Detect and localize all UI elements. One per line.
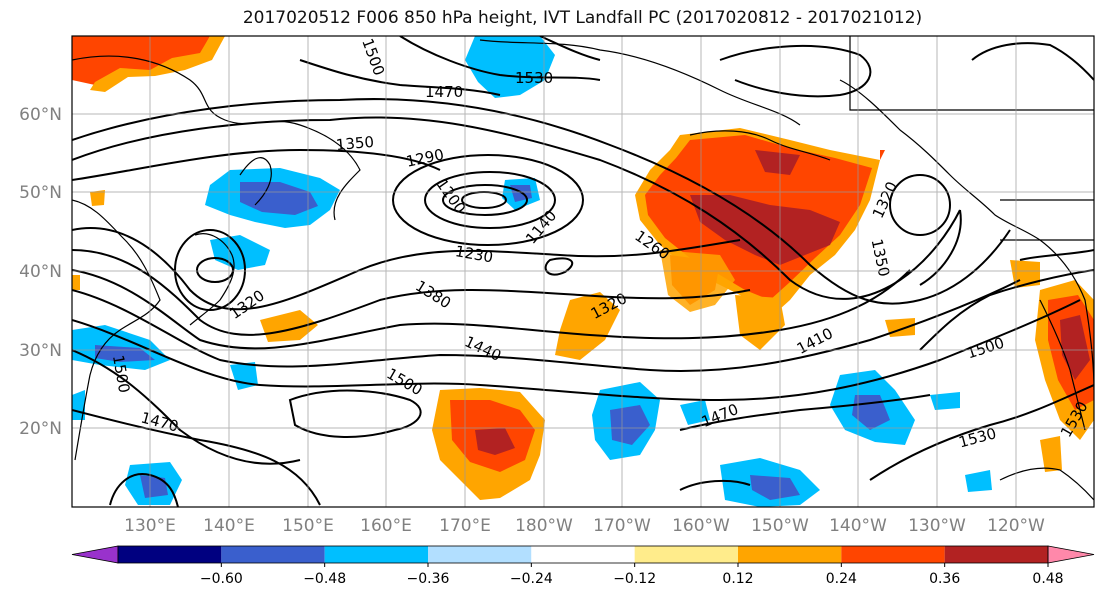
contour-label: 1350 — [335, 133, 375, 154]
lon-label: 130°W — [908, 516, 966, 536]
map-frame — [71, 35, 1095, 508]
colorbar-tick-label: 0.12 — [722, 571, 753, 587]
latitude-labels: 60°N 50°N 40°N 30°N 20°N — [19, 105, 62, 439]
colorbar-box — [531, 546, 635, 563]
lat-label: 50°N — [19, 183, 62, 203]
lon-label: 170°E — [439, 516, 491, 536]
colorbar-box — [634, 546, 738, 563]
contour-label: 1530 — [515, 69, 553, 87]
colorbar-tick-label: −0.24 — [510, 571, 553, 587]
colorbar-extend-max — [1047, 545, 1095, 564]
colorbar-box — [944, 546, 1048, 563]
colorbar-box — [738, 546, 842, 563]
lon-label: 150°E — [282, 516, 334, 536]
lat-label: 40°N — [19, 262, 62, 282]
colorbar: −0.60 −0.48 −0.36 −0.24 −0.12 0.12 0.24 0.36 0.4… — [71, 545, 1095, 587]
lon-label: 140°E — [203, 516, 255, 536]
colorbar-tick-label: 0.48 — [1032, 571, 1063, 587]
lat-label: 20°N — [19, 419, 62, 439]
colorbar-tick-label: −0.36 — [407, 571, 450, 587]
lon-label: 180°W — [515, 516, 573, 536]
colorbar-box — [841, 546, 945, 563]
longitude-labels: 130°E 140°E 150°E 160°E 170°E 180°W 170°… — [124, 516, 1045, 536]
lat-label: 30°N — [19, 341, 62, 361]
contour-label: 1470 — [425, 83, 463, 101]
colorbar-tick-label: −0.12 — [613, 571, 656, 587]
colorbar-tick-label: −0.48 — [303, 571, 346, 587]
graticule — [72, 36, 1094, 507]
lon-label: 160°E — [360, 516, 412, 536]
lon-label: 160°W — [672, 516, 730, 536]
colorbar-tick-label: 0.36 — [929, 571, 960, 587]
lon-label: 150°W — [751, 516, 809, 536]
colorbar-frame — [117, 545, 1049, 564]
colorbar-box — [221, 546, 325, 563]
lat-label: 60°N — [19, 105, 62, 125]
ivt-shading — [72, 36, 1094, 507]
lon-label: 130°E — [124, 516, 176, 536]
colorbar-box — [324, 546, 428, 563]
lon-label: 170°W — [593, 516, 651, 536]
colorbar-box — [118, 546, 222, 563]
colorbar-extend-min — [71, 545, 119, 564]
lon-label: 140°W — [829, 516, 887, 536]
colorbar-tick-label: 0.24 — [826, 571, 857, 587]
colorbar-box — [428, 546, 532, 563]
height-contours — [72, 36, 1094, 507]
lon-label: 120°W — [987, 516, 1045, 536]
map-title: 2017020512 F006 850 hPa height, IVT Land… — [242, 8, 923, 28]
colorbar-tick-label: −0.60 — [200, 571, 243, 587]
